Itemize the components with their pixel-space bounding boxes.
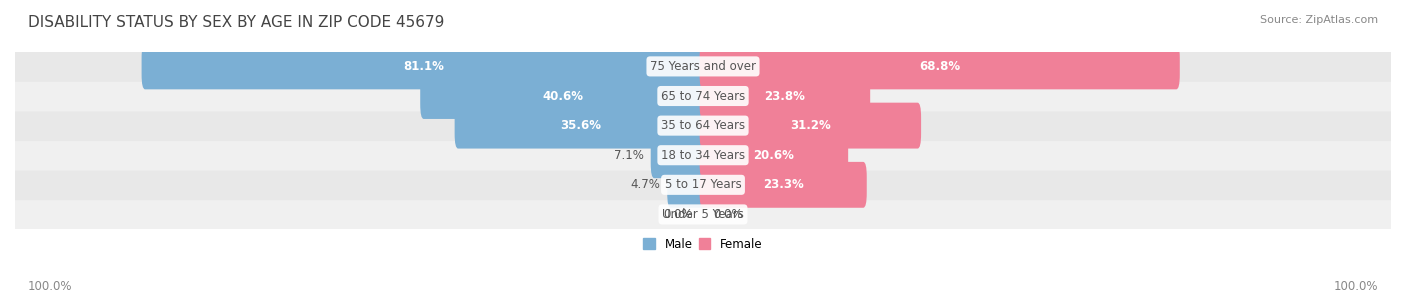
- Text: 20.6%: 20.6%: [754, 149, 794, 162]
- Text: DISABILITY STATUS BY SEX BY AGE IN ZIP CODE 45679: DISABILITY STATUS BY SEX BY AGE IN ZIP C…: [28, 15, 444, 30]
- Text: 75 Years and over: 75 Years and over: [650, 60, 756, 73]
- Text: 23.3%: 23.3%: [763, 178, 803, 191]
- Text: 65 to 74 Years: 65 to 74 Years: [661, 89, 745, 102]
- FancyBboxPatch shape: [420, 73, 706, 119]
- Text: 35.6%: 35.6%: [560, 119, 600, 132]
- Text: 100.0%: 100.0%: [1333, 280, 1378, 293]
- FancyBboxPatch shape: [454, 103, 706, 149]
- Text: Source: ZipAtlas.com: Source: ZipAtlas.com: [1260, 15, 1378, 25]
- Text: 18 to 34 Years: 18 to 34 Years: [661, 149, 745, 162]
- FancyBboxPatch shape: [15, 51, 1391, 82]
- FancyBboxPatch shape: [15, 110, 1391, 141]
- Text: 4.7%: 4.7%: [630, 178, 661, 191]
- Text: 68.8%: 68.8%: [920, 60, 960, 73]
- Text: 23.8%: 23.8%: [765, 89, 806, 102]
- Legend: Male, Female: Male, Female: [638, 233, 768, 255]
- Text: 81.1%: 81.1%: [404, 60, 444, 73]
- Text: 0.0%: 0.0%: [713, 208, 742, 221]
- FancyBboxPatch shape: [15, 199, 1391, 230]
- FancyBboxPatch shape: [15, 170, 1391, 200]
- FancyBboxPatch shape: [700, 73, 870, 119]
- Text: 0.0%: 0.0%: [664, 208, 693, 221]
- Text: 5 to 17 Years: 5 to 17 Years: [665, 178, 741, 191]
- Text: 40.6%: 40.6%: [543, 89, 583, 102]
- Text: 7.1%: 7.1%: [614, 149, 644, 162]
- FancyBboxPatch shape: [700, 103, 921, 149]
- Text: Under 5 Years: Under 5 Years: [662, 208, 744, 221]
- Text: 100.0%: 100.0%: [28, 280, 73, 293]
- FancyBboxPatch shape: [651, 132, 706, 178]
- FancyBboxPatch shape: [700, 43, 1180, 89]
- FancyBboxPatch shape: [15, 81, 1391, 111]
- FancyBboxPatch shape: [142, 43, 706, 89]
- Text: 31.2%: 31.2%: [790, 119, 831, 132]
- Text: 35 to 64 Years: 35 to 64 Years: [661, 119, 745, 132]
- FancyBboxPatch shape: [700, 162, 866, 208]
- FancyBboxPatch shape: [700, 132, 848, 178]
- FancyBboxPatch shape: [668, 162, 706, 208]
- FancyBboxPatch shape: [15, 140, 1391, 170]
